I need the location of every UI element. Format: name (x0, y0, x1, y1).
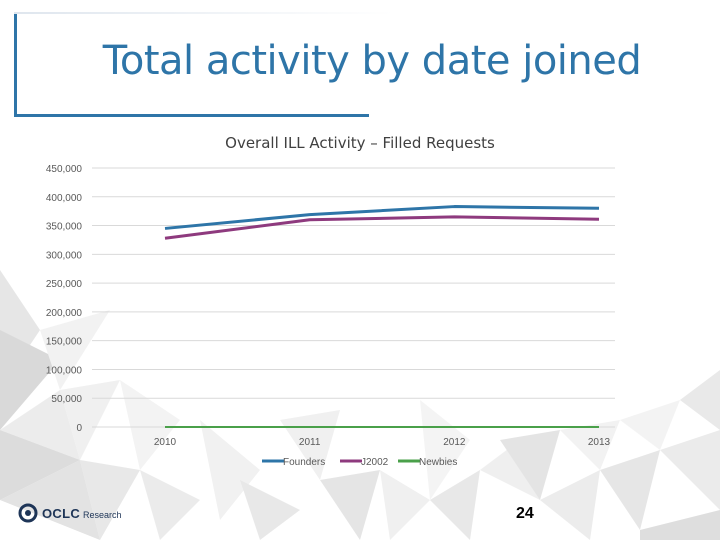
page-number: 24 (516, 505, 534, 522)
y-tick-label: 50,000 (51, 394, 82, 405)
y-tick-label: 450,000 (46, 164, 83, 175)
series-line-j2002 (164, 215, 600, 240)
x-tick-label: 2011 (299, 437, 321, 448)
y-tick-label: 100,000 (46, 365, 83, 376)
legend-label-founders: Founders (283, 457, 325, 468)
y-tick-label: 250,000 (46, 279, 83, 290)
oclc-logo: OCLC Research (18, 500, 122, 526)
y-tick-label: 200,000 (46, 308, 83, 319)
y-tick-label: 300,000 (46, 250, 83, 261)
y-tick-label: 400,000 (46, 193, 83, 204)
title-frame (14, 14, 369, 117)
x-tick-label: 2013 (588, 437, 611, 448)
y-tick-label: 150,000 (46, 337, 83, 348)
slide-title: Total activity by date joined (102, 38, 642, 84)
logo-name: OCLC (42, 505, 81, 521)
chart-title: Overall ILL Activity – Filled Requests (225, 134, 495, 152)
oclc-logo-icon (18, 503, 38, 523)
legend-label-newbies: Newbies (419, 457, 457, 468)
title-top-rule (14, 12, 394, 14)
logo-sub: Research (83, 509, 122, 520)
x-tick-label: 2012 (443, 437, 466, 448)
y-tick-label: 350,000 (46, 222, 83, 233)
x-tick-label: 2010 (154, 437, 177, 448)
legend-label-j2002: J2002 (361, 457, 389, 468)
line-chart: 0 50,000 100,000 150,000 200,000 250,000 300,0… (46, 164, 615, 468)
y-tick-label: 0 (76, 423, 82, 434)
series-line-founders (164, 205, 600, 230)
